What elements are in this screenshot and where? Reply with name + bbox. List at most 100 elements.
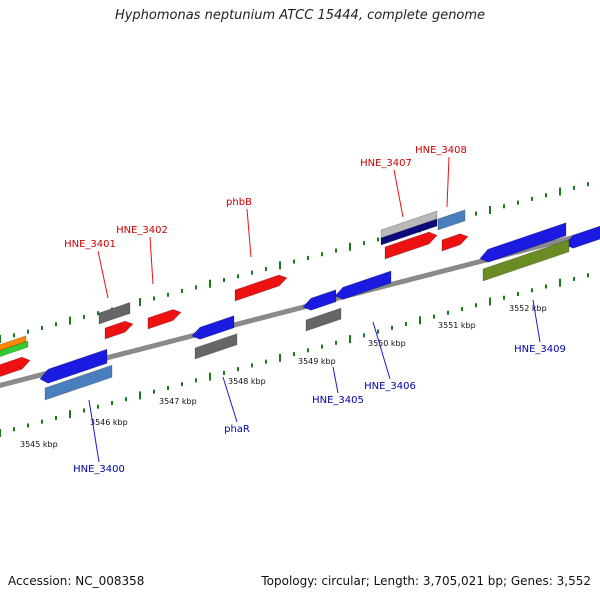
tick-mark (13, 333, 15, 338)
tick-mark (363, 333, 365, 338)
label-leader-lines (88, 156, 541, 463)
tick-mark (0, 429, 1, 437)
gene-arrow (44, 364, 113, 401)
accession-text: Accession: NC_008358 (8, 574, 145, 588)
tick-mark (447, 310, 449, 315)
tick-mark (83, 314, 85, 319)
topology-text: Topology: circular; Length: 3,705,021 bp… (261, 574, 591, 588)
gene-label: HNE_3409 (514, 344, 566, 355)
tick-mark (587, 182, 589, 187)
tick-mark (0, 335, 1, 343)
tick-mark (167, 292, 169, 297)
gene-arrow (98, 301, 131, 325)
gene-arrow (437, 209, 466, 231)
scale-labels: 3545 kbp 3546 kbp 3547 kbp 3548 kbp 3549 kbp… (20, 304, 547, 449)
tick-mark (517, 200, 519, 205)
tick-mark (27, 423, 29, 428)
tick-mark (489, 297, 491, 306)
gene-arrow (39, 348, 108, 384)
gene-label: phaR (224, 424, 250, 435)
tick-mark (181, 382, 183, 387)
tick-mark (335, 340, 337, 345)
tick-mark (69, 410, 71, 419)
tick-mark (335, 248, 337, 253)
tick-mark (111, 400, 113, 405)
scale-label: 3546 kbp (90, 418, 128, 427)
gene-arrow (482, 239, 570, 282)
tick-mark (433, 314, 435, 319)
tick-mark (531, 196, 533, 201)
tick-mark (251, 363, 253, 368)
scale-label: 3545 kbp (20, 440, 58, 449)
tick-mark (223, 278, 225, 283)
gene-arrow (441, 233, 469, 252)
tick-mark (293, 352, 295, 357)
gene-arrow (194, 333, 238, 360)
tick-mark (363, 241, 365, 246)
tick-mark (153, 389, 155, 394)
tick-mark (223, 370, 225, 375)
tick-mark (195, 285, 197, 290)
gene-label: HNE_3407 (360, 158, 412, 169)
tick-mark (321, 344, 323, 349)
tick-mark (503, 204, 505, 209)
tick-mark (167, 385, 169, 390)
gene-arrow (479, 222, 567, 263)
leader-line (97, 250, 109, 299)
tick-mark (41, 325, 43, 330)
tick-mark (531, 288, 533, 293)
tick-mark (293, 259, 295, 264)
tick-mark (559, 187, 561, 196)
scale-label: 3549 kbp (298, 357, 336, 366)
tick-mark (573, 276, 575, 281)
tick-mark (265, 266, 267, 271)
leader-line (332, 366, 339, 394)
tick-mark (545, 284, 547, 289)
tick-mark (503, 295, 505, 300)
tick-mark (125, 397, 127, 402)
gene-arrow (104, 320, 134, 340)
tick-mark (83, 408, 85, 413)
gene-label: HNE_3406 (364, 381, 416, 392)
gene-label: HNE_3405 (312, 395, 364, 406)
leader-line (393, 169, 404, 218)
tick-mark (307, 255, 309, 260)
scale-label: 3552 kbp (509, 304, 547, 313)
tick-mark (41, 419, 43, 424)
scale-label: 3550 kbp (368, 339, 406, 348)
gene-arrow (334, 270, 392, 300)
tick-mark (265, 359, 267, 364)
leader-line (446, 156, 450, 208)
tick-mark (489, 205, 491, 214)
leader-line (246, 208, 252, 258)
tick-mark (251, 270, 253, 275)
tick-mark (559, 278, 561, 287)
leader-line (149, 236, 154, 285)
tick-mark (13, 427, 15, 432)
tick-mark (377, 237, 379, 242)
gene-label: HNE_3408 (415, 145, 467, 156)
gene-arrow (305, 307, 342, 332)
tick-mark (321, 252, 323, 257)
leader-line (222, 376, 238, 423)
gene-label: HNE_3401 (64, 239, 116, 250)
tick-mark (475, 211, 477, 216)
tick-mark (97, 404, 99, 409)
tick-mark (545, 193, 547, 198)
tick-mark (573, 185, 575, 190)
tick-mark (475, 303, 477, 308)
tick-mark (153, 296, 155, 301)
leader-line (532, 299, 541, 343)
tick-mark (209, 279, 211, 288)
tick-mark (279, 353, 281, 362)
tick-mark (517, 292, 519, 297)
gene-arrow (380, 218, 438, 246)
tick-mark (195, 378, 197, 383)
gene-label: phbB (226, 197, 252, 208)
tick-mark (419, 316, 421, 325)
tick-mark (349, 242, 351, 251)
tick-mark (237, 367, 239, 372)
tick-mark (27, 329, 29, 334)
tick-mark (391, 325, 393, 330)
